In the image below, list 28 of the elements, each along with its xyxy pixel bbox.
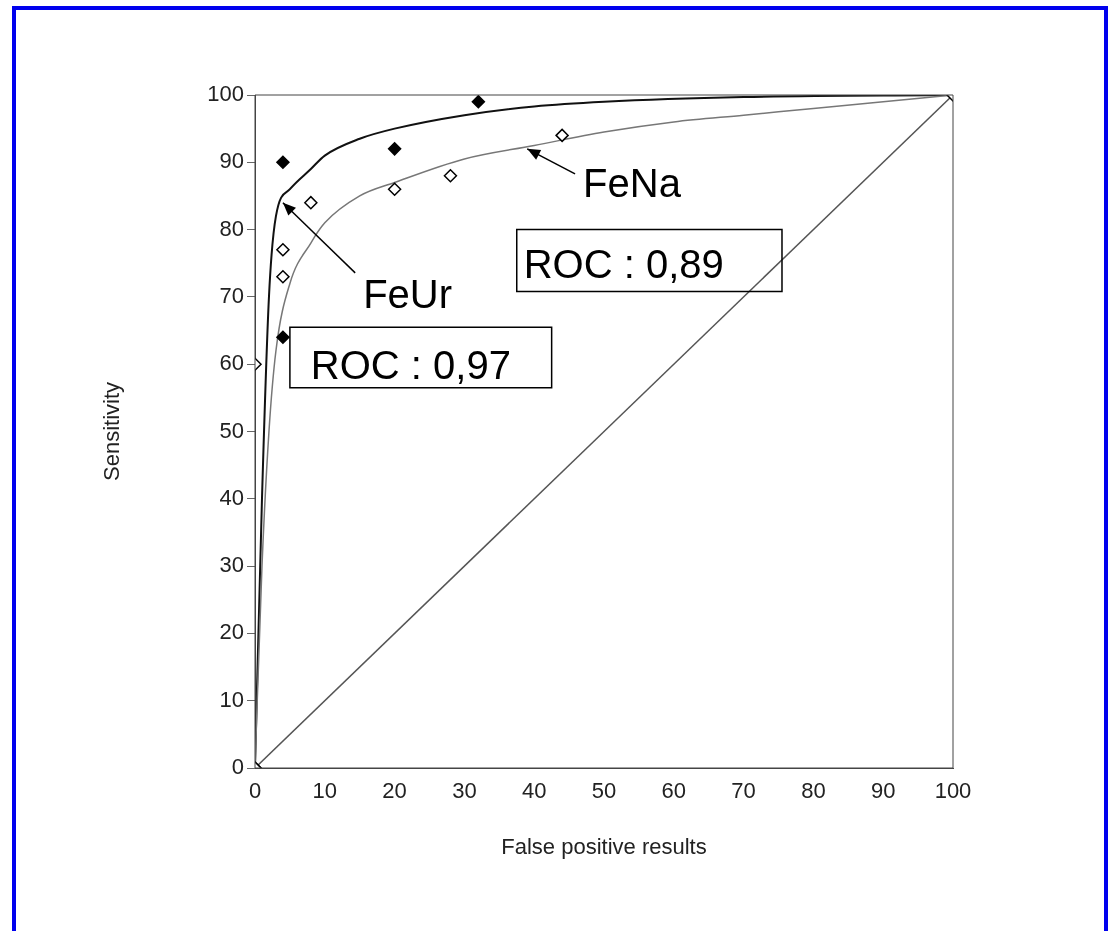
y-tick-label: 60 [219, 350, 244, 376]
annotation: FeUr [363, 271, 453, 316]
y-tick-label: 20 [219, 619, 244, 645]
y-tick-label: 40 [219, 484, 244, 510]
x-tick-label: 100 [934, 778, 972, 804]
x-tick-label: 50 [591, 778, 617, 804]
x-tick-label: 30 [452, 778, 477, 804]
x-axis-title: False positive results [501, 833, 707, 859]
x-tick-label: 80 [801, 778, 826, 804]
x-tick-label: 40 [521, 778, 547, 804]
y-axis-title: Sensitivity [99, 381, 125, 482]
x-tick-label: 90 [870, 778, 896, 804]
y-tick-label: 50 [219, 417, 244, 443]
x-tick-label: 10 [312, 778, 338, 804]
x-tick-label: 0 [248, 778, 262, 804]
y-tick-label: 90 [219, 148, 244, 174]
y-tick-label: 70 [219, 282, 244, 308]
x-tick-label: 20 [382, 778, 407, 804]
x-tick-label: 60 [661, 778, 687, 804]
y-tick-label: 0 [231, 754, 244, 780]
y-tick-label: 100 [207, 81, 244, 107]
y-tick-label: 30 [219, 552, 244, 578]
annotation: FeNa [583, 160, 682, 205]
y-tick-label: 10 [219, 686, 244, 712]
annotation: ROC : 0,97 [310, 342, 511, 387]
annotation: ROC : 0,89 [523, 241, 724, 286]
x-tick-label: 70 [731, 778, 756, 804]
y-tick-label: 80 [219, 215, 244, 241]
